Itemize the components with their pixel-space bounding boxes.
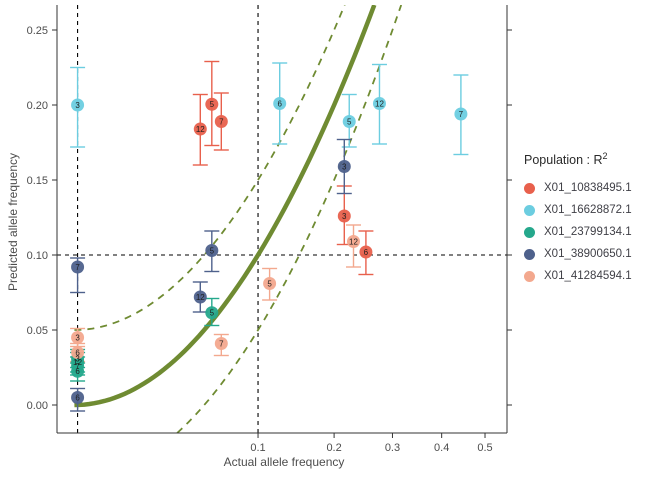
svg-text:7: 7 [75, 362, 80, 371]
svg-text:7: 7 [219, 117, 224, 126]
legend-swatch-icon [524, 204, 535, 216]
legend-item-label: X01_41284594.1 [544, 270, 632, 283]
x-axis-title: Actual allele frequency [223, 455, 345, 469]
svg-text:7: 7 [459, 110, 464, 119]
legend-item: X01_38900650.1 [524, 243, 632, 265]
legend-item: X01_10838495.1 [524, 177, 632, 199]
svg-text:0.25: 0.25 [27, 25, 48, 37]
legend-swatch-icon [524, 270, 535, 282]
svg-text:3: 3 [75, 101, 80, 110]
svg-text:0.10: 0.10 [27, 250, 48, 262]
svg-text:0.1: 0.1 [250, 442, 265, 454]
y-axis-title: Predicted allele frequency [6, 152, 20, 292]
legend-title: Population : R2 [524, 151, 632, 167]
svg-text:12: 12 [196, 293, 205, 302]
legend-item: X01_16628872.1 [524, 199, 632, 221]
legend-swatch-icon [524, 226, 535, 238]
svg-text:0.4: 0.4 [434, 442, 449, 454]
svg-text:0.3: 0.3 [385, 442, 400, 454]
svg-text:0.20: 0.20 [27, 100, 48, 112]
svg-text:5: 5 [267, 279, 272, 288]
legend-swatch-icon [524, 182, 535, 194]
svg-text:7: 7 [75, 263, 80, 272]
svg-text:12: 12 [349, 237, 358, 246]
legend-item-label: X01_10838495.1 [544, 182, 632, 195]
legend-item: X01_23799134.1 [524, 221, 632, 243]
legend: Population : R2 X01_10838495.1 X01_16628… [524, 151, 632, 287]
svg-text:5: 5 [210, 309, 215, 318]
svg-text:3: 3 [75, 354, 80, 363]
svg-text:6: 6 [277, 99, 282, 108]
svg-text:0.00: 0.00 [27, 400, 48, 412]
legend-item-label: X01_38900650.1 [544, 248, 632, 261]
legend-item: X01_41284594.1 [524, 265, 632, 287]
svg-text:6: 6 [75, 367, 80, 376]
svg-text:5: 5 [347, 117, 352, 126]
svg-text:6: 6 [75, 348, 80, 357]
svg-text:0.2: 0.2 [326, 442, 341, 454]
svg-text:0.15: 0.15 [27, 175, 48, 187]
svg-text:6: 6 [364, 248, 369, 257]
svg-text:7: 7 [219, 339, 224, 348]
legend-title-text: Population : R [524, 153, 603, 168]
svg-text:5: 5 [210, 100, 215, 109]
svg-text:12: 12 [375, 99, 384, 108]
svg-text:6: 6 [75, 393, 80, 402]
svg-text:3: 3 [75, 333, 80, 342]
svg-text:5: 5 [210, 246, 215, 255]
legend-swatch-icon [524, 248, 535, 260]
svg-text:0.05: 0.05 [27, 325, 48, 337]
legend-title-superscript: 2 [602, 151, 608, 161]
legend-item-list: X01_10838495.1 X01_16628872.1 X01_237991… [524, 177, 632, 287]
svg-text:12: 12 [196, 125, 205, 134]
svg-text:0.5: 0.5 [477, 442, 492, 454]
legend-item-label: X01_23799134.1 [544, 226, 632, 239]
svg-text:3: 3 [342, 212, 347, 221]
legend-item-label: X01_16628872.1 [544, 204, 632, 217]
svg-text:12: 12 [73, 358, 82, 367]
svg-text:3: 3 [342, 162, 347, 171]
